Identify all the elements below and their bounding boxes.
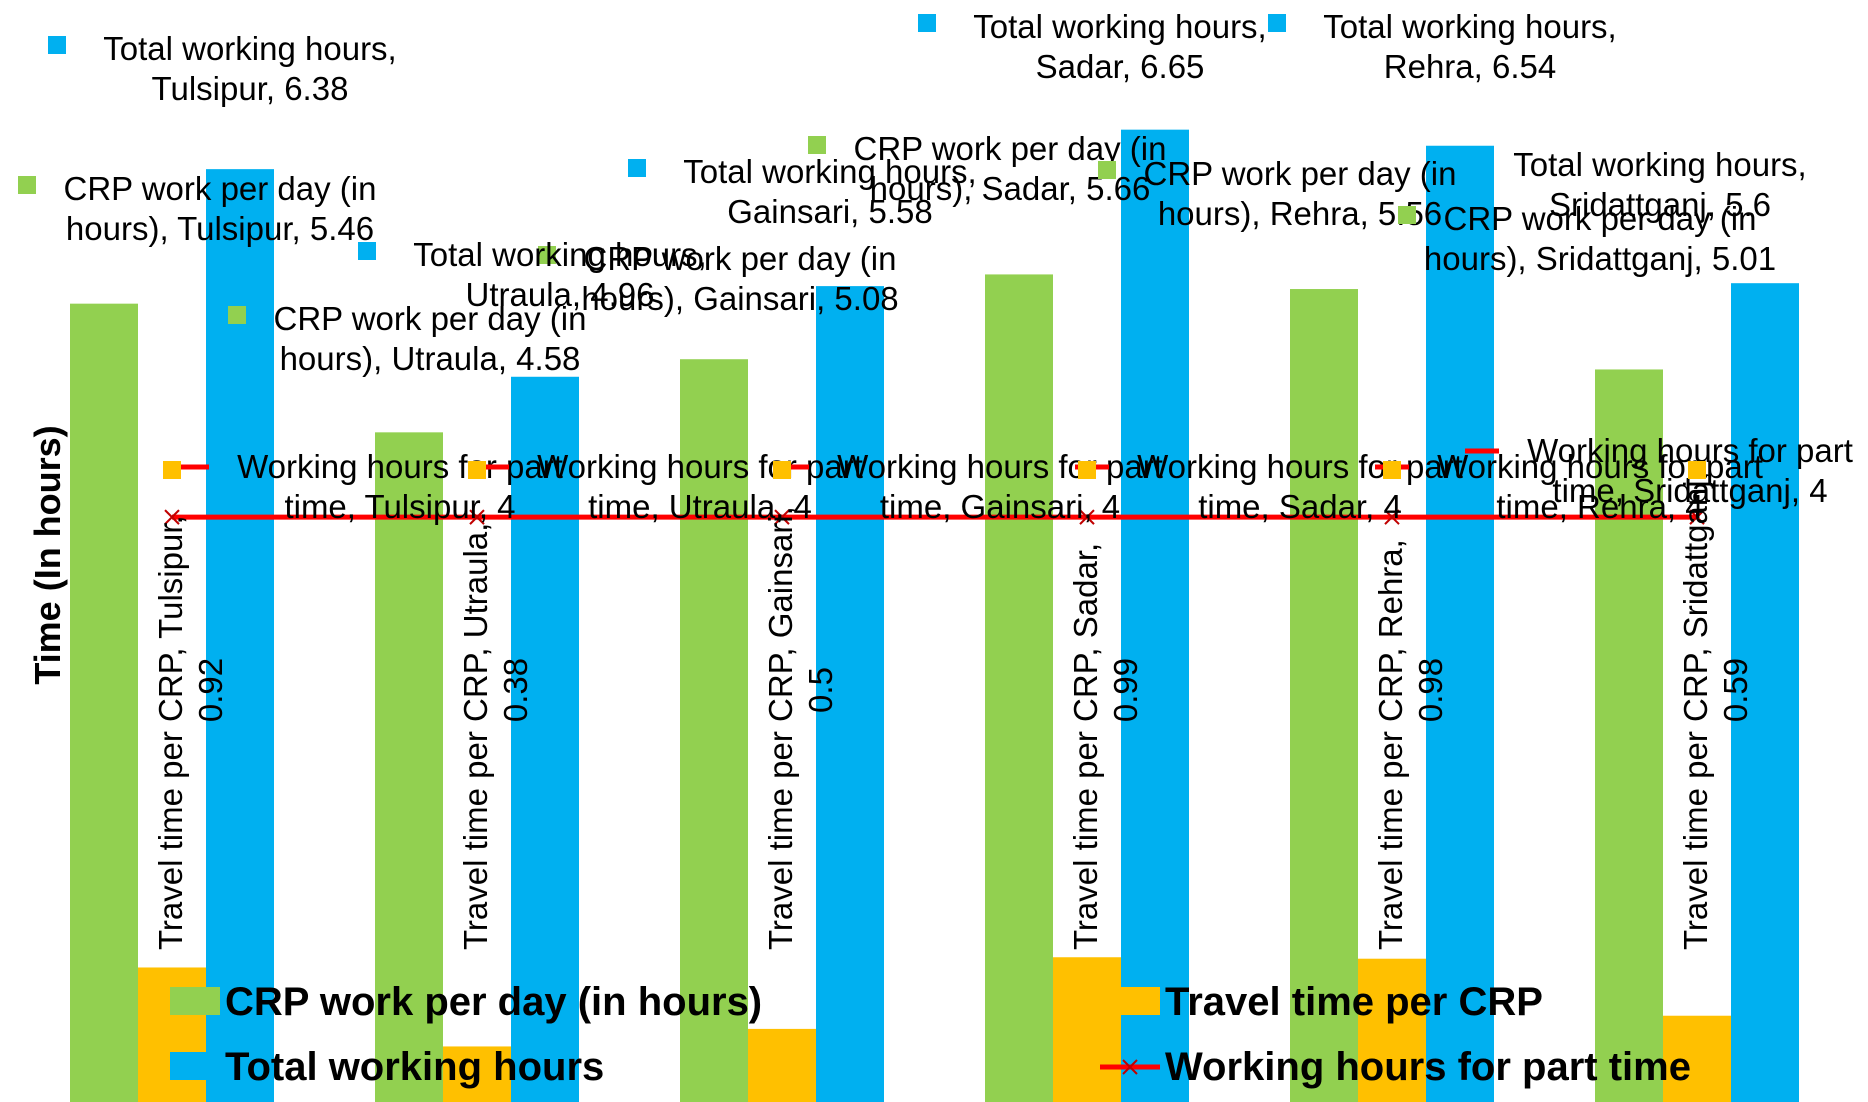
- bar-travel-time-per-crp-sridattganj: [1663, 1015, 1731, 1102]
- bar-total-working-hours-sadar: [1121, 129, 1189, 1102]
- svg-text:0.59: 0.59: [1717, 658, 1754, 722]
- svg-text:Travel time per CRP, Rehra,: Travel time per CRP, Rehra,: [1372, 539, 1409, 950]
- marker-part-time-utraula: [469, 509, 485, 525]
- svg-text:Travel time per CRP, Sridattga: Travel time per CRP, Sridattganj,: [1677, 471, 1714, 950]
- label-travel-time-sadar: Travel time per CRP, Sadar, 0.99: [1067, 461, 1144, 950]
- bar-crp-work-per-day-in-hours-sadar: [985, 274, 1053, 1102]
- label-total-hours-gainsari: Total working hours, Gainsari, 5.58: [628, 153, 977, 230]
- bar-crp-work-per-day-in-hours-rehra: [1290, 289, 1358, 1102]
- svg-text:Total working hours,Sadar, 6.6: Total working hours, Sadar, 6.65: [973, 8, 1266, 85]
- label-total-hours-rehra: Total working hours, Rehra, 6.54: [1268, 8, 1617, 85]
- legend-item-travel-time-per-crp: Travel time per CRP: [1110, 980, 1543, 1024]
- svg-text:0.92: 0.92: [192, 658, 229, 722]
- svg-text:Working hours for part time: Working hours for part time: [1165, 1045, 1691, 1089]
- label-part-time-sridattganj: Working hours for part time, Sridattganj,…: [1465, 432, 1853, 509]
- bar-total-working-hours-gainsari: [816, 286, 884, 1102]
- label-total-hours-sridattganj: Total working hours, Sridattganj, 5.6: [1458, 146, 1807, 223]
- bar-travel-time-per-crp-gainsari: [748, 1028, 816, 1102]
- label-crp-work-tulsipur: CRP work per day (in hours), Tulsipur, 5.…: [18, 170, 377, 247]
- svg-text:Travel time per CRP, Tulsipur,: Travel time per CRP, Tulsipur,: [152, 515, 189, 950]
- svg-text:Travel time per CRP, Utraula,: Travel time per CRP, Utraula,: [457, 523, 494, 950]
- marker-part-time-rehra: [1384, 509, 1400, 525]
- bar-total-working-hours-rehra: [1426, 145, 1494, 1102]
- label-part-time-gainsari: Working hours for part time, Gainsari, 4: [775, 448, 1163, 525]
- label-crp-work-gainsari: CRP work per day (in hours), Gainsari, 5.…: [538, 240, 899, 317]
- legend: CRP work per day (in hours) Travel time p…: [170, 980, 1691, 1089]
- label-travel-time-utraula: Travel time per CRP, Utraula, 0.38: [457, 461, 534, 950]
- legend-item-crp-work-per-day-in-hours: CRP work per day (in hours): [170, 980, 762, 1024]
- svg-text:Total working hours: Total working hours: [225, 1045, 604, 1089]
- marker-part-time-gainsari: [774, 509, 790, 525]
- legend-item-working-hours-for-part-time: Working hours for part time: [1100, 1045, 1691, 1089]
- y-axis-title: Time (In hours): [27, 425, 68, 684]
- svg-text:Travel time per CRP, Sadar,: Travel time per CRP, Sadar,: [1067, 543, 1104, 950]
- data-labels-layer: CRP work per day (in hours), Tulsipur, 5.…: [18, 8, 1853, 950]
- bar-crp-work-per-day-in-hours-sridattganj: [1595, 369, 1663, 1102]
- label-total-hours-tulsipur: Total working hours, Tulsipur, 6.38: [48, 30, 397, 107]
- bars-layer: [70, 129, 1799, 1102]
- label-total-hours-utraula: Total working hours, Utraula, 4.96: [358, 236, 707, 313]
- svg-text:Total working hours,Utraula, 4: Total working hours, Utraula, 4.96: [413, 236, 706, 313]
- bar-crp-work-per-day-in-hours-tulsipur: [70, 303, 138, 1102]
- marker-part-time-sadar: [1079, 509, 1095, 525]
- label-part-time-rehra: Working hours for part time, Rehra, 4: [1375, 448, 1763, 525]
- label-total-hours-sadar: Total working hours, Sadar, 6.65: [918, 8, 1267, 85]
- bar-travel-time-per-crp-sadar: [1053, 957, 1121, 1102]
- label-travel-time-tulsipur: Travel time per CRP, Tulsipur, 0.92: [152, 461, 229, 950]
- label-travel-time-sridattganj: Travel time per CRP, Sridattganj, 0.59: [1677, 461, 1754, 950]
- label-part-time-tulsipur: Working hours for part time, Tulsipur, 4: [175, 448, 563, 525]
- svg-text:Total working hours,Sridattgan: Total working hours, Sridattganj, 5.6: [1513, 146, 1806, 223]
- label-crp-work-rehra: CRP work per day (in hours), Rehra, 5.56: [1098, 155, 1457, 232]
- svg-text:0.98: 0.98: [1412, 658, 1449, 722]
- label-travel-time-rehra: Travel time per CRP, Rehra, 0.98: [1372, 461, 1449, 950]
- marker-part-time-tulsipur: [164, 509, 180, 525]
- svg-text:Travel time per CRP: Travel time per CRP: [1165, 980, 1543, 1024]
- svg-text:CRP work per day (in hours): CRP work per day (in hours): [225, 980, 762, 1024]
- legend-item-total-working-hours: Total working hours: [170, 1045, 604, 1089]
- label-crp-work-utraula: CRP work per day (in hours), Utraula, 4.5…: [228, 300, 587, 377]
- svg-text:Total working hours,Tulsipur,: Total working hours, Tulsipur, 6.38: [103, 30, 396, 107]
- svg-text:Total working hours,Gainsari,: Total working hours, Gainsari, 5.58: [683, 153, 976, 230]
- bar-crp-work-per-day-in-hours-gainsari: [680, 359, 748, 1102]
- bar-travel-time-per-crp-rehra: [1358, 958, 1426, 1102]
- label-travel-time-gainsari: Travel time per CRP, Gainsari, 0.5: [762, 461, 839, 950]
- marker-part-time-sridattganj: [1689, 509, 1705, 525]
- svg-text:0.5: 0.5: [802, 667, 839, 713]
- svg-text:0.38: 0.38: [497, 658, 534, 722]
- svg-text:0.99: 0.99: [1107, 658, 1144, 722]
- svg-text:Travel time per CRP, Gainsari,: Travel time per CRP, Gainsari,: [762, 506, 799, 950]
- line-layer: [164, 509, 1705, 525]
- bar-total-working-hours-tulsipur: [206, 169, 274, 1102]
- bar-crp-work-per-day-in-hours-utraula: [375, 432, 443, 1102]
- bar-travel-time-per-crp-utraula: [443, 1046, 511, 1102]
- svg-text:Total working hours,Rehra, 6.5: Total working hours, Rehra, 6.54: [1323, 8, 1616, 85]
- label-crp-work-sridattganj: CRP work per day (in hours), Sridattganj,…: [1398, 200, 1776, 277]
- bar-total-working-hours-sridattganj: [1731, 283, 1799, 1102]
- bar-total-working-hours-utraula: [511, 376, 579, 1102]
